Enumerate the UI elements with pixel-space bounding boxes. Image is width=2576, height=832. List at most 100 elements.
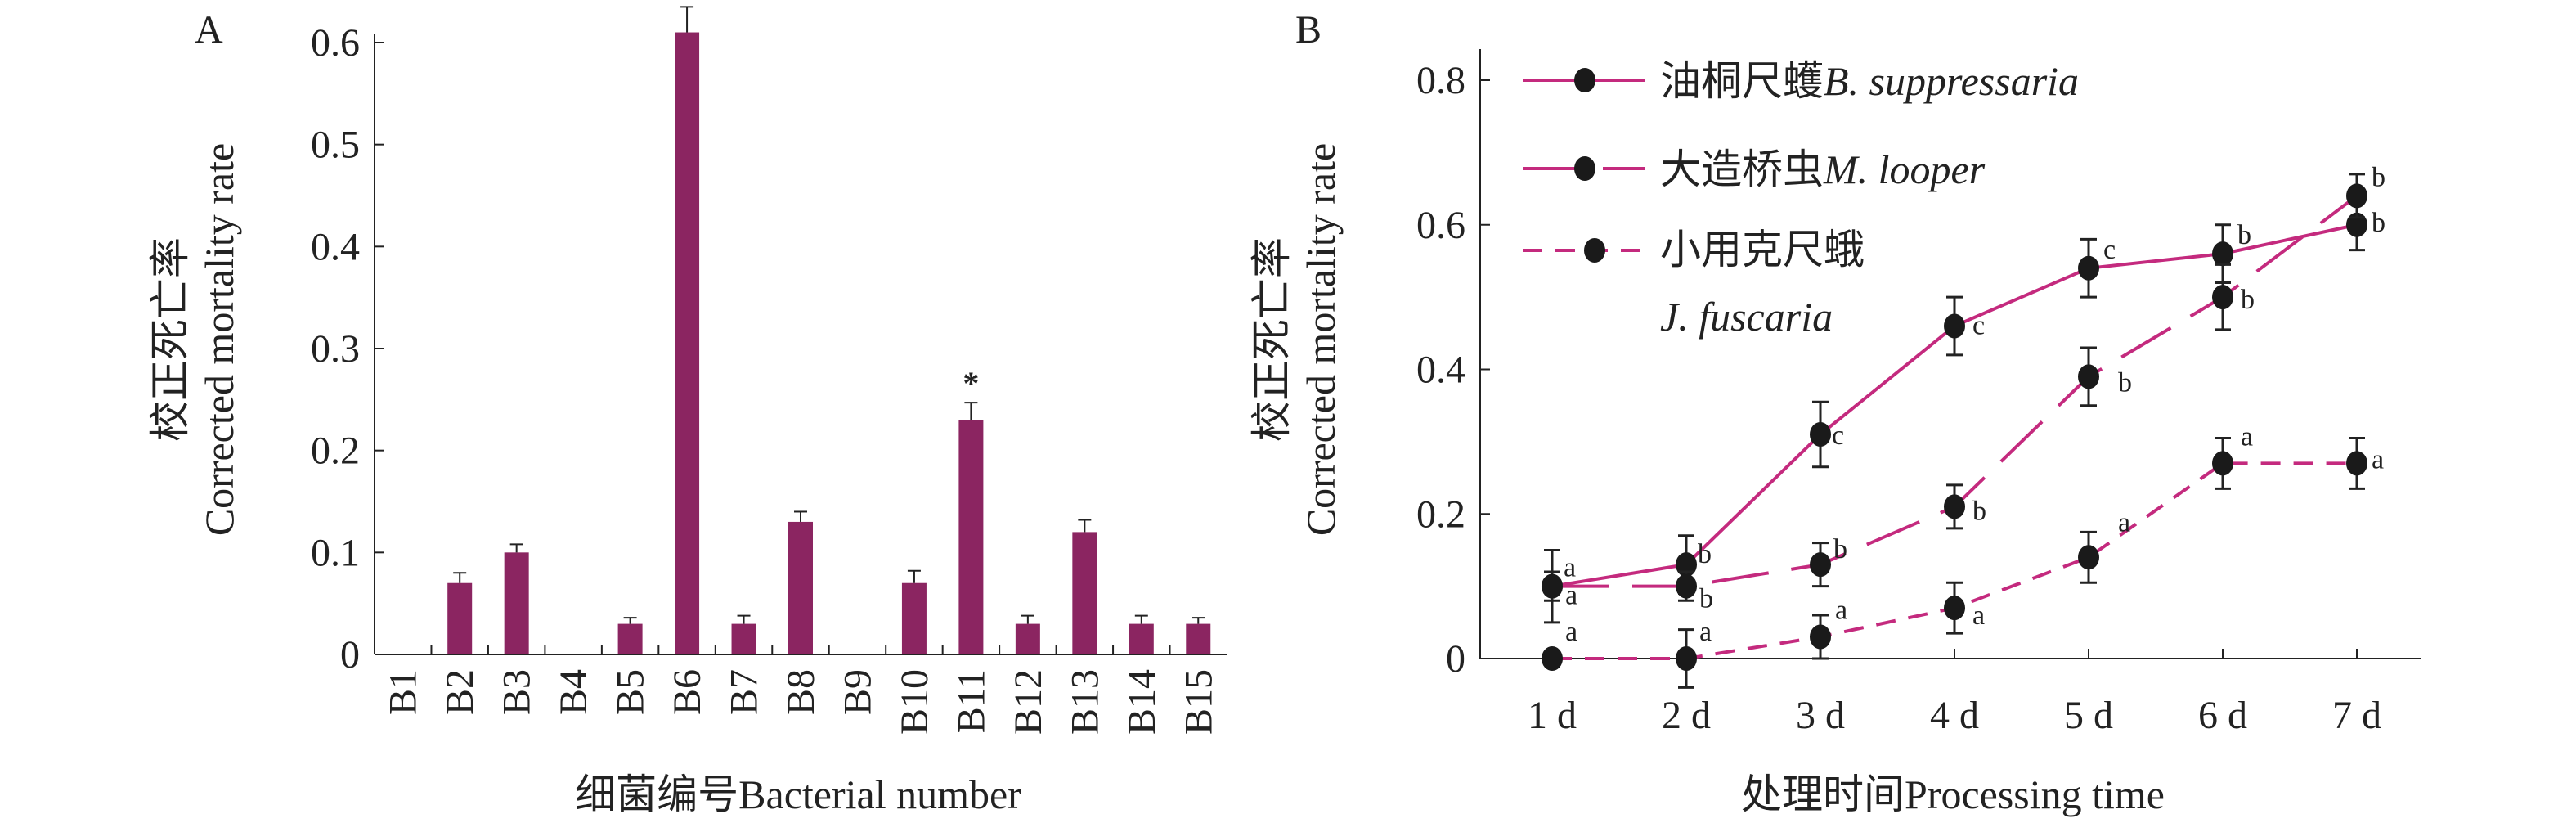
legend-marker [1574,68,1595,92]
bar [504,552,529,654]
panel-b-y-tick-label: 0.2 [1416,492,1465,536]
panel-b-x-tick-label: 5 d [2064,694,2113,737]
data-point [2212,285,2233,310]
panel-a-y-axis-title-en: Corrected mortality rate [196,143,242,536]
significance-letter: a [1565,581,1577,611]
significance-letter: a [1564,553,1576,583]
panel-a-y-tick-label: 0.6 [311,21,360,65]
data-point [2212,451,2233,476]
legend-label-m-looper: 大造桥虫M. looper [1660,146,1986,192]
data-point [1542,646,1563,671]
panel-b-y-axis-title-cn: 校正死亡率 [1249,237,1295,442]
significance-letter: a [2372,444,2384,474]
data-point [2078,364,2099,389]
legend-label-j-fuscaria-latin: J. fuscaria [1660,294,1833,340]
significance-letter: b [2118,367,2132,398]
legend-label-b-suppressaria: 油桐尺蠖B. suppressaria [1660,58,2079,104]
panel-a-x-tick-label: B6 [666,669,709,715]
panel-a-x-tick-label: B15 [1177,669,1220,735]
panel-a-x-tick-label: B10 [893,669,936,735]
significance-marker: * [963,365,979,402]
panel-b-x-tick-label: 3 d [1796,694,1845,737]
data-point [1542,573,1563,599]
significance-letter: a [1972,600,1985,631]
bar [1072,532,1097,654]
data-point [1810,624,1831,650]
panel-a-y-tick-label: 0.2 [311,429,360,473]
panel-b-y-axis-title-en: Corrected mortality rate [1298,143,1344,536]
panel-a-x-tick-label: B2 [438,669,482,715]
panel-b-letter: B [1295,8,1322,52]
panel-b-y-tick-label: 0.6 [1416,204,1465,247]
significance-letter: a [2118,507,2130,537]
data-point [1676,646,1697,671]
panel-b-y-tick-label: 0.4 [1416,349,1465,392]
panel-a-y-axis-title-cn: 校正死亡率 [147,237,193,442]
significance-letter: b [1833,534,1847,564]
data-point [1944,313,1965,339]
panel-a-x-tick-label: B1 [382,669,425,715]
panel-a-x-tick-label: B13 [1063,669,1106,735]
panel-b-y-axis-title: Corrected mortality rate 校正死亡率 [1249,143,1344,536]
panel-a-x-tick-label: B7 [723,669,766,715]
significance-letter: b [2372,208,2385,238]
significance-letter: b [2241,285,2255,315]
legend: 油桐尺蠖B. suppressaria 大造桥虫M. looper 小用克尺蛾 … [1523,58,2079,340]
bar [675,32,700,655]
panel-a-x-tick-label: B9 [836,669,879,715]
data-point [2346,451,2367,476]
panel-a-y-tick-label: 0.4 [311,225,360,268]
legend-label-j-fuscaria-cn: 小用克尺蛾 [1660,227,1865,272]
bar [901,582,927,654]
panel-a-x-tick-label: B14 [1120,669,1164,735]
panel-a: A Corrected mortality rate 校正死亡率 细菌编号Bac… [147,0,1227,817]
significance-marker: * [679,0,695,6]
panel-a-x-tick-label: B12 [1007,669,1050,735]
significance-letter: a [2241,421,2253,452]
legend-item-b-suppressaria: 油桐尺蠖B. suppressaria [1660,58,2079,104]
significance-letter: b [1972,496,1986,526]
panel-a-x-tick-label: B5 [609,669,653,715]
data-point [2078,545,2099,570]
panel-a-letter: A [195,8,223,52]
significance-letter: b [1699,584,1713,614]
legend-marker [1584,238,1605,263]
panel-b-y-tick-label: 0 [1446,637,1465,681]
significance-letter: b [2237,220,2251,250]
data-point [2212,241,2233,267]
bar [731,623,756,654]
panel-b-x-tick-label: 2 d [1662,694,1711,737]
bar [617,623,643,654]
panel-a-y-tick-label: 0.5 [311,124,360,167]
panel-a-y-tick-label: 0.1 [311,531,360,574]
significance-letter: c [1972,310,1985,340]
bar [1015,623,1040,654]
data-point [2346,183,2367,209]
panel-b: B Corrected mortality rate 校正死亡率 处理时间Pro… [1249,8,2421,817]
significance-letter: a [1835,595,1847,625]
significance-letter: b [1698,539,1712,569]
significance-letter: b [2372,162,2385,192]
panel-b-x-tick-label: 1 d [1528,694,1577,737]
panel-b-x-tick-label: 7 d [2332,694,2381,737]
data-point [1944,596,1965,621]
panel-a-x-tick-label: B4 [552,669,595,715]
panel-a-y-axis-title: Corrected mortality rate 校正死亡率 [147,143,242,536]
panel-b-x-tick-label: 6 d [2198,694,2247,737]
data-point [2078,255,2099,281]
panel-a-x-tick-label: B8 [779,669,823,715]
bar [1129,623,1154,654]
data-point [1944,494,1965,519]
legend-item-m-looper: 大造桥虫M. looper [1660,146,1986,192]
panel-b-y-tick-label: 0.8 [1416,59,1465,102]
legend-marker [1574,156,1595,181]
panel-b-x-axis-title: 处理时间Processing time [1741,771,2165,817]
data-point [1676,573,1697,599]
significance-letter: c [1832,420,1844,451]
significance-letter: a [1565,617,1577,647]
data-point [1810,422,1831,447]
panel-a-y-tick-label: 0.3 [311,327,360,371]
